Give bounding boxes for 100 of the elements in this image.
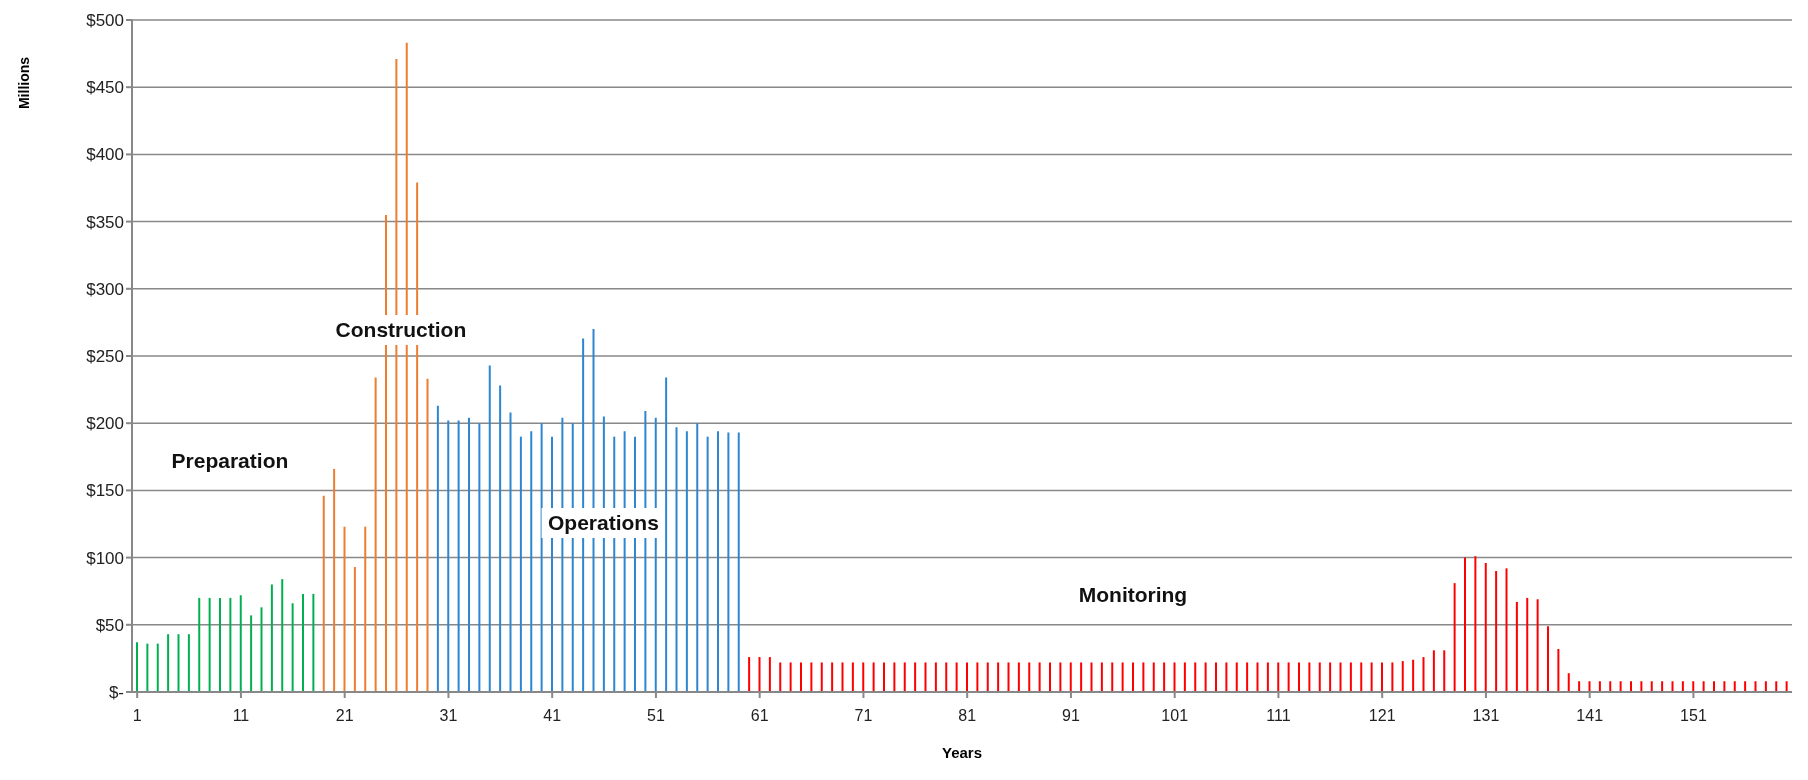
bar	[1277, 662, 1280, 692]
bar	[436, 405, 439, 692]
bar	[468, 417, 470, 692]
bar	[717, 431, 719, 692]
bar	[872, 662, 875, 692]
bar	[1049, 662, 1051, 692]
bar	[1785, 681, 1788, 692]
bar	[1152, 662, 1155, 692]
bar	[831, 662, 834, 692]
bar	[1474, 556, 1477, 692]
bar	[187, 634, 190, 692]
bar	[800, 662, 802, 692]
bar	[1100, 662, 1103, 692]
bar	[229, 597, 232, 692]
x-tick-label: 1	[132, 707, 142, 725]
bar	[1318, 662, 1321, 692]
bar	[758, 657, 761, 692]
y-tick-label: $400	[86, 145, 124, 165]
bar	[312, 593, 315, 692]
bar	[1567, 673, 1570, 692]
annotation: Preparation	[165, 445, 295, 476]
y-tick-label: $500	[86, 11, 124, 31]
bar	[1547, 626, 1549, 692]
bar	[820, 662, 823, 692]
bar	[281, 579, 284, 692]
x-tick-label: 101	[1161, 707, 1189, 725]
bar	[914, 662, 917, 692]
y-tick-label: $200	[86, 414, 124, 434]
bar	[1775, 681, 1778, 692]
bar	[685, 431, 688, 692]
bar	[810, 662, 813, 692]
bar	[1370, 662, 1373, 692]
bar	[1578, 681, 1581, 692]
bar	[1163, 662, 1166, 692]
bar	[1443, 650, 1446, 692]
bar	[1640, 681, 1643, 692]
bar	[1557, 648, 1560, 692]
bar	[136, 642, 138, 692]
bar	[966, 662, 968, 692]
bar	[374, 377, 377, 692]
bar	[1422, 657, 1425, 692]
bar	[364, 526, 367, 692]
bar	[146, 643, 149, 692]
bar	[1536, 599, 1539, 692]
x-tick-label: 51	[647, 707, 665, 725]
bar	[1588, 681, 1591, 692]
bar	[1764, 681, 1767, 692]
bar	[1090, 662, 1093, 692]
bar	[1381, 662, 1383, 692]
bar	[302, 593, 304, 692]
x-tick-label: 121	[1368, 707, 1396, 725]
bar	[1204, 662, 1207, 692]
bar	[499, 385, 502, 692]
y-tick-label: $100	[86, 548, 124, 568]
bar	[1069, 662, 1072, 692]
x-tick-label: 111	[1266, 707, 1291, 725]
bar	[156, 643, 159, 692]
bar	[1059, 662, 1062, 692]
bar	[519, 436, 522, 692]
bar	[748, 657, 751, 692]
bar	[250, 615, 253, 692]
bar	[198, 597, 201, 692]
bar	[1713, 681, 1715, 692]
bar	[1733, 681, 1736, 692]
bar	[1484, 562, 1487, 692]
bar	[1349, 662, 1352, 692]
bar	[1453, 583, 1456, 692]
bar	[665, 377, 668, 692]
bar	[1619, 681, 1622, 692]
bar	[893, 662, 896, 692]
x-tick-label: 21	[335, 707, 354, 725]
bar	[478, 423, 481, 692]
bar	[447, 420, 450, 692]
bar	[986, 662, 989, 692]
bar	[530, 431, 533, 692]
bar	[1495, 571, 1498, 692]
bar	[1007, 662, 1010, 692]
bar	[789, 662, 792, 692]
bar	[1671, 681, 1674, 692]
x-tick-label: 61	[750, 707, 769, 725]
bar	[1744, 681, 1747, 692]
bar	[509, 412, 512, 692]
bar	[696, 423, 699, 692]
bar	[841, 662, 844, 692]
y-tick-label: $150	[86, 481, 124, 501]
bar	[426, 378, 429, 692]
y-tick-label: $250	[86, 347, 124, 367]
bar	[1754, 681, 1757, 692]
y-tick-label: $350	[86, 212, 124, 232]
bar	[1505, 568, 1508, 692]
bar	[883, 662, 885, 692]
bar	[1412, 659, 1415, 692]
bar	[779, 662, 782, 692]
bar	[1360, 662, 1363, 692]
bar	[934, 662, 937, 692]
x-tick-label: 91	[1062, 707, 1080, 725]
bar	[1598, 681, 1601, 692]
bar	[1028, 662, 1031, 692]
bar	[675, 427, 678, 692]
bar	[167, 634, 170, 692]
